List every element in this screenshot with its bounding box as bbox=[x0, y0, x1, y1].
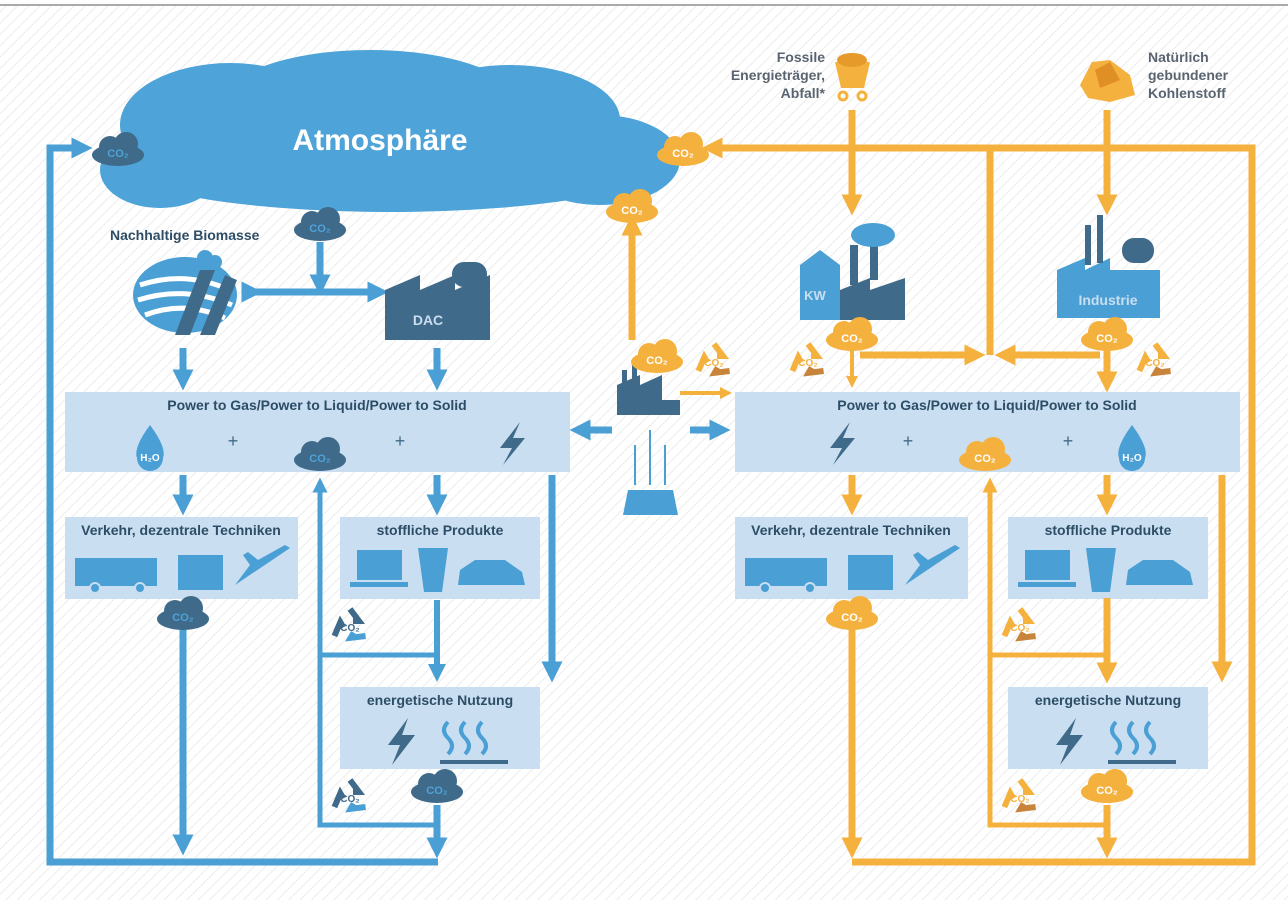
co2-label: CO₂ bbox=[172, 612, 194, 624]
fossil-label: Fossile bbox=[777, 49, 825, 65]
co2-label: CO₂ bbox=[107, 148, 129, 160]
biomass-label: Nachhaltige Biomasse bbox=[110, 227, 260, 243]
water-label: H₂O bbox=[140, 453, 160, 464]
dac-label: DAC bbox=[413, 312, 443, 328]
co2-label: CO₂ bbox=[841, 612, 863, 624]
transport-label: Verkehr, dezentrale Techniken bbox=[81, 522, 281, 538]
transport-label: Verkehr, dezentrale Techniken bbox=[751, 522, 951, 538]
natural-label: Kohlenstoff bbox=[1148, 85, 1226, 101]
ptx-title: Power to Gas/Power to Liquid/Power to So… bbox=[167, 397, 466, 413]
co2-label: CO₂ bbox=[1010, 623, 1029, 634]
ptx-title: Power to Gas/Power to Liquid/Power to So… bbox=[837, 397, 1136, 413]
water-label: H₂O bbox=[1122, 453, 1142, 464]
co2-label: CO₂ bbox=[1096, 333, 1118, 345]
power-plant-label: KW bbox=[804, 288, 826, 303]
plus: + bbox=[1063, 431, 1074, 451]
natural-label: Natürlich bbox=[1148, 49, 1209, 65]
plus: + bbox=[395, 431, 406, 451]
co2-label: CO₂ bbox=[672, 148, 694, 160]
co2-label: CO₂ bbox=[340, 623, 359, 634]
atmosphere-label: Atmosphäre bbox=[292, 124, 467, 157]
co2-label: CO₂ bbox=[1010, 794, 1029, 805]
plus: + bbox=[228, 431, 239, 451]
co2-label: CO₂ bbox=[798, 358, 817, 369]
co2-label: CO₂ bbox=[309, 223, 331, 235]
co2-label: CO₂ bbox=[704, 358, 723, 369]
co2-label: CO₂ bbox=[621, 205, 643, 217]
products-label: stoffliche Produkte bbox=[1045, 522, 1172, 538]
industry-label: Industrie bbox=[1078, 292, 1137, 308]
energy-label: energetische Nutzung bbox=[1035, 692, 1181, 708]
plus: + bbox=[903, 431, 914, 451]
fossil-label: Energieträger, bbox=[731, 67, 825, 83]
co2-label: CO₂ bbox=[309, 453, 331, 465]
natural-label: gebundener bbox=[1148, 67, 1229, 83]
co2-label: CO₂ bbox=[646, 355, 668, 367]
co2-label: CO₂ bbox=[1145, 358, 1164, 369]
co2-label: CO₂ bbox=[426, 785, 448, 797]
co2-label: CO₂ bbox=[841, 333, 863, 345]
products-label: stoffliche Produkte bbox=[377, 522, 504, 538]
diagram: Atmosphäre bbox=[0, 0, 1288, 900]
co2-label: CO₂ bbox=[1096, 785, 1118, 797]
fossil-label: Abfall* bbox=[781, 85, 826, 101]
energy-label: energetische Nutzung bbox=[367, 692, 513, 708]
co2-label: CO₂ bbox=[974, 453, 996, 465]
co2-label: CO₂ bbox=[340, 794, 359, 805]
